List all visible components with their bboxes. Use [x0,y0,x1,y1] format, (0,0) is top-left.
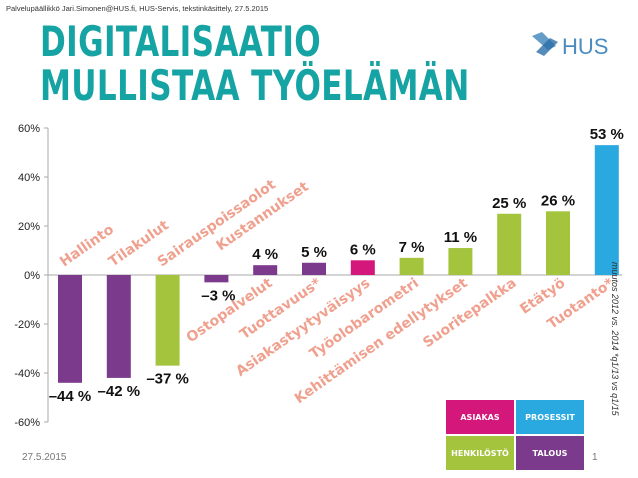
hus-cross-icon [532,32,558,56]
bar [546,211,570,275]
bar [302,262,326,275]
bar [497,213,522,275]
legend-henkilosto: HENKILÖSTÖ [446,436,514,470]
value-label: 7 % [399,239,425,256]
value-label: 5 % [301,244,327,261]
y-tick-label: 60% [18,123,40,135]
y-tick-label: 0% [24,270,40,282]
y-tick-label: -40% [14,368,40,380]
bar [58,275,82,383]
y-tick-label: 40% [18,172,40,184]
source-credit: Palvelupäällikkö Jari.Simonen@HUS.fi, HU… [6,4,269,13]
value-label: 53 % [590,126,624,143]
y-tick-label: 20% [18,221,40,233]
value-label: –42 % [98,383,141,400]
value-label: 6 % [350,241,376,258]
hus-logo: HUS [528,26,618,66]
value-label: 4 % [252,246,278,263]
legend: ASIAKAS PROSESSIT HENKILÖSTÖ TALOUS [446,400,586,470]
title-line-1: DIGITALISAATIO [40,17,322,66]
bar [350,260,375,275]
y-tick-label: -60% [14,417,40,429]
footer-date: 27.5.2015 [22,452,67,463]
value-label: –3 % [201,287,235,304]
value-label: 11 % [444,229,477,246]
title-line-2: MULLISTAA TYÖELÄMÄN [40,61,470,110]
side-note-text: muutos 2012 vs. 2014 *q1/13 vs q1/15 [610,262,620,416]
bar [399,257,424,275]
value-label: 26 % [541,192,575,209]
bar [253,265,278,275]
legend-prosessit: PROSESSIT [516,400,584,434]
category-label: Ostopalvelut [184,275,276,346]
value-label: 25 % [492,195,526,212]
bar [594,145,619,275]
value-label: –37 % [146,371,189,388]
category-label: Suoritepalkka [420,275,519,351]
bar [155,275,180,366]
y-tick-label: -20% [14,319,40,331]
bar [448,248,473,275]
legend-talous: TALOUS [516,436,584,470]
logo-text: HUS [562,34,609,59]
page-title: DIGITALISAATIO MULLISTAA TYÖELÄMÄN [40,20,470,108]
bar [106,275,131,378]
value-label: –44 % [49,388,92,405]
category-label: Hallinto [57,221,117,270]
legend-asiakas: ASIAKAS [446,400,514,434]
bar [204,275,229,283]
page-number: 1 [592,452,598,463]
